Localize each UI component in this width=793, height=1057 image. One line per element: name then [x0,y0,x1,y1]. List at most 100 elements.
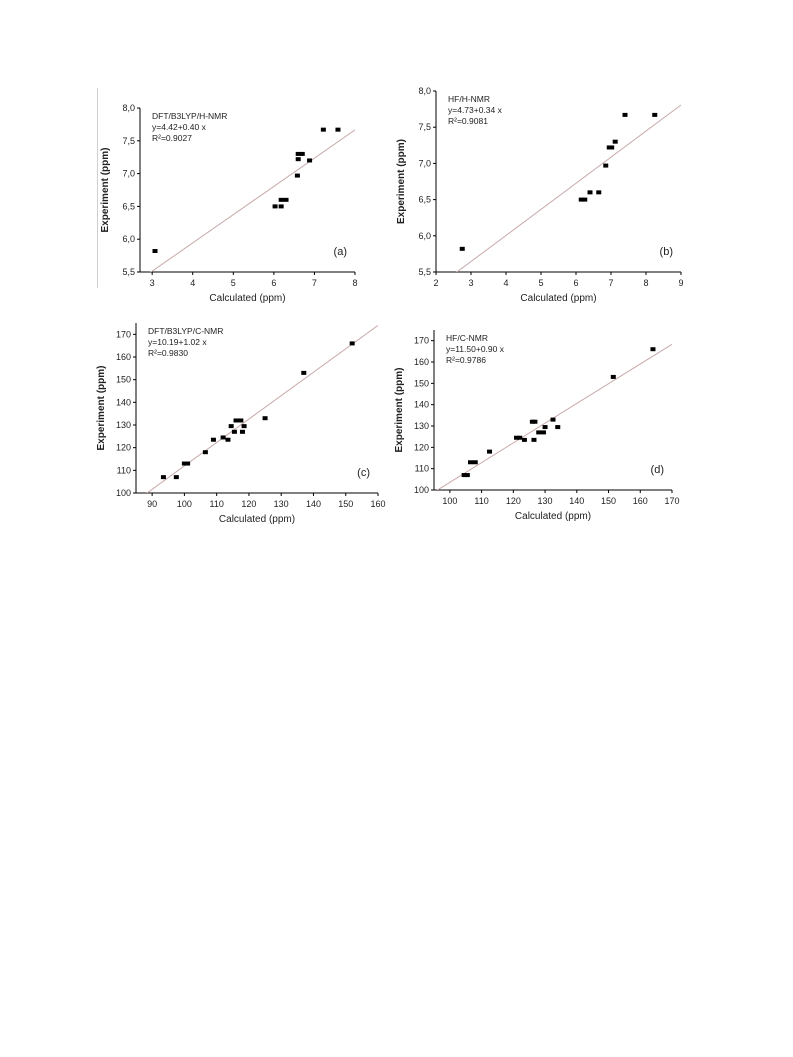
annotation-equation: y=11.50+0.90 x [446,344,505,354]
y-tick-label: 140 [116,397,131,407]
data-point [652,112,658,117]
data-point [294,173,300,178]
x-tick-label: 6 [573,278,578,288]
data-point [181,461,187,466]
data-point [521,437,527,442]
annotation-r2: R²=0.9786 [446,355,486,365]
data-point [307,158,313,163]
y-tick-label: 7,0 [418,158,431,168]
data-point [578,197,584,202]
annotation-title: DFT/B3LYP/C-NMR [148,326,223,336]
x-tick-label: 3 [468,278,473,288]
data-point [349,341,355,346]
data-point [612,139,618,144]
annotation-r2: R²=0.9027 [152,133,192,143]
y-tick-label: 6,5 [418,195,431,205]
annotation-r2: R²=0.9081 [448,116,488,126]
x-tick-label: 150 [338,499,353,509]
data-point [461,473,467,478]
y-tick-label: 140 [414,400,429,410]
x-axis-label: Calculated (ppm) [219,514,295,525]
data-point [550,417,556,422]
data-point [650,347,656,352]
y-tick-label: 100 [414,485,429,495]
data-point [529,419,535,424]
y-tick-label: 130 [116,420,131,430]
data-point [299,151,305,156]
annotation-r2: R²=0.9830 [148,348,188,358]
y-tick-label: 6,5 [122,201,135,211]
y-tick-label: 7,5 [418,122,431,132]
data-point [283,197,289,202]
data-point [238,418,244,423]
x-tick-label: 2 [433,278,438,288]
panel-label: (b) [660,246,673,258]
x-tick-label: 100 [177,499,192,509]
data-point [517,435,523,440]
panel-label: (c) [357,467,370,479]
y-axis-label: Experiment (ppm) [100,147,111,232]
x-tick-label: 7 [608,278,613,288]
data-point [173,475,179,480]
y-tick-label: 5,5 [418,267,431,277]
x-tick-label: 160 [370,499,385,509]
data-point [185,461,191,466]
data-point [610,374,616,379]
data-point [532,419,538,424]
data-point [531,437,537,442]
panel-label: (a) [334,246,347,258]
data-point [555,425,561,430]
data-point [514,435,520,440]
annotation-title: DFT/B3LYP/H-NMR [152,111,227,121]
data-point [335,127,341,132]
data-point [487,449,493,454]
y-tick-label: 7,0 [122,169,135,179]
data-point [542,425,548,430]
x-tick-label: 8 [643,278,648,288]
data-point [587,190,593,195]
x-tick-label: 110 [474,496,488,506]
fit-line [456,104,681,272]
data-point [472,460,478,465]
x-tick-label: 140 [306,499,321,509]
x-tick-label: 3 [150,278,155,288]
y-tick-label: 100 [116,488,131,498]
x-tick-label: 120 [506,496,521,506]
y-tick-label: 120 [116,443,131,453]
y-tick-label: 160 [116,352,131,362]
data-point [464,473,470,478]
y-tick-label: 150 [116,375,131,385]
data-point [622,112,628,117]
page-edge-rule [97,88,98,288]
x-tick-label: 4 [503,278,508,288]
x-axis-label: Calculated (ppm) [209,293,285,304]
annotation-title: HF/C-NMR [446,333,488,343]
y-tick-label: 170 [116,329,131,339]
data-point [225,437,231,442]
chart-panel-c: 90 100 110 120 130 140 150 160 100 110 120 130 140 15… [96,323,386,525]
panel-label: (d) [651,464,664,476]
y-tick-label: 170 [414,336,429,346]
x-tick-label: 4 [190,278,195,288]
chart-panel-a: 3 4 5 6 7 8 5,5 6,0 6,5 7,0 7,5 8,0 Calculated (ppm)… [100,103,358,304]
annotation-title: HF/H-NMR [448,94,490,104]
x-tick-label: 150 [601,496,616,506]
annotation-equation: y=4.42+0.40 x [152,122,207,132]
data-point [582,197,588,202]
data-point [596,190,602,195]
y-tick-label: 5,5 [122,267,135,277]
fit-line [150,129,355,272]
data-point [160,475,166,480]
y-tick-label: 120 [414,442,429,452]
data-point [459,246,465,251]
x-tick-label: 100 [442,496,457,506]
data-point [272,204,278,209]
x-tick-label: 5 [538,278,543,288]
x-axis-label: Calculated (ppm) [515,511,591,522]
data-point [295,151,301,156]
data-point [609,145,615,150]
data-point [320,127,326,132]
data-point [220,435,226,440]
